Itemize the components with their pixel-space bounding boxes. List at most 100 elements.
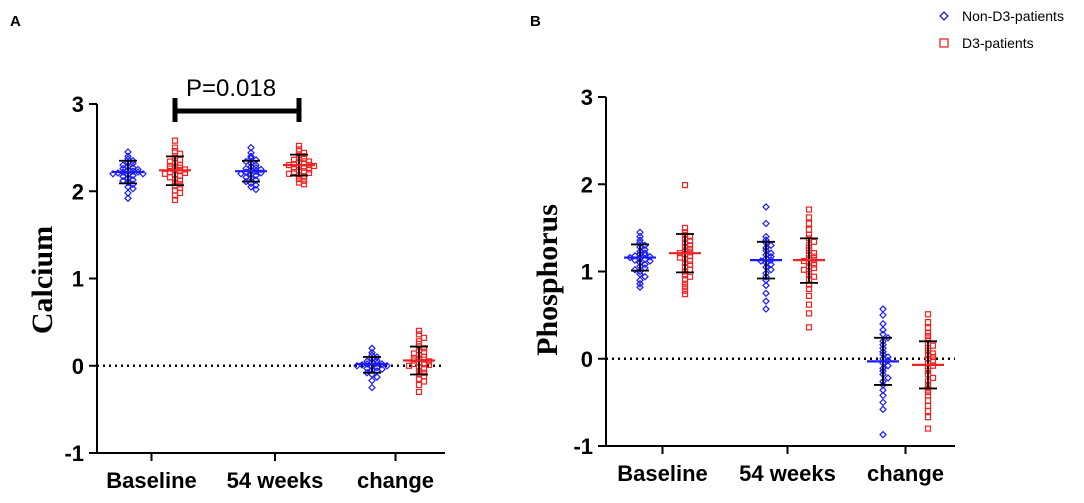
data-point-non-d3 [631,251,639,260]
y-tick-label: 0 [72,354,84,379]
data-point-d3 [929,350,937,357]
panel-a-letter: A [10,13,21,30]
data-point-d3 [800,266,808,273]
data-point-d3 [805,310,813,317]
category-label: 54 weeks [227,468,324,493]
data-point-d3 [425,361,433,368]
data-point-non-d3 [762,305,770,313]
data-point-d3 [810,264,818,272]
y-tick-label: 1 [72,267,84,292]
data-point-d3 [171,192,179,199]
data-point-non-d3 [767,249,775,258]
data-point-d3 [295,179,303,186]
data-point-non-d3 [884,353,892,361]
phosphorus-axis-label: Phosphorus [531,204,564,356]
data-point-d3 [929,374,937,382]
data-point-d3 [805,220,813,227]
data-point-d3 [681,182,689,189]
data-point-d3 [686,257,694,265]
data-point-non-d3 [884,333,892,342]
data-point-non-d3 [762,203,770,211]
data-point-d3 [415,331,423,338]
data-point-non-d3 [247,183,255,191]
legend-label-d3: D3-patients [962,35,1034,51]
phosphorus-panel: -1 0 1 2 3 Baseline 54 weeks change [573,85,955,486]
data-point-non-d3 [242,177,250,186]
data-point-d3 [161,170,169,177]
data-point-d3 [415,327,423,334]
data-point-d3 [805,206,813,213]
y-tick-label: -1 [573,434,593,459]
data-point-d3 [295,148,303,155]
data-point-non-d3 [762,281,770,290]
data-point-non-d3 [879,398,887,407]
legend-label-non-d3: Non-D3-patients [962,8,1064,24]
y-tick-label: 2 [581,172,593,197]
legend-diamond-icon [939,11,949,21]
data-point-non-d3 [879,405,887,414]
data-point-d3 [924,425,932,432]
data-point-d3 [805,214,813,221]
data-point-d3 [290,168,298,176]
data-point-d3 [924,388,932,396]
significance-bracket: P=0.018 [172,75,302,122]
data-point-d3 [805,226,813,233]
data-point-non-d3 [129,184,137,193]
data-point-non-d3 [641,272,649,281]
data-point-non-d3 [368,383,376,392]
data-point-non-d3 [879,311,887,319]
data-point-non-d3 [879,305,887,313]
data-point-non-d3 [119,161,127,169]
category-label: change [867,461,944,486]
data-point-non-d3 [129,159,137,168]
data-point-d3 [924,402,932,409]
calcium-panel: -1 0 1 2 3 Baseline 54 weeks change [64,92,445,493]
data-point-d3 [420,334,428,341]
data-point-d3 [681,287,689,294]
data-point-non-d3 [252,171,260,180]
data-point-d3 [686,245,694,252]
data-point-non-d3 [124,194,132,203]
category-label: change [357,468,434,493]
data-point-non-d3 [879,391,887,400]
data-point-d3 [171,148,179,155]
data-point-d3 [285,170,293,177]
y-tick-label: 0 [581,347,593,372]
data-point-d3 [681,291,689,298]
category-label: Baseline [106,468,197,493]
data-point-non-d3 [884,374,892,382]
data-point-non-d3 [124,178,132,187]
category-label: Baseline [617,461,708,486]
category-label: 54 weeks [739,461,836,486]
data-point-d3 [805,285,813,293]
data-point-d3 [805,324,813,331]
data-point-d3 [810,238,818,245]
data-point-non-d3 [646,252,654,261]
data-point-non-d3 [368,344,376,353]
calcium-axis-label: Calcium [26,226,59,334]
data-point-non-d3 [363,364,371,373]
data-point-non-d3 [129,156,137,165]
data-point-d3 [295,175,303,183]
legend: Non-D3-patients D3-patients [939,8,1064,51]
data-point-non-d3 [636,283,644,292]
data-point-d3 [295,146,303,153]
data-point-d3 [924,392,932,399]
data-point-d3 [924,311,932,318]
data-point-d3 [420,378,428,385]
data-point-non-d3 [124,148,132,156]
data-point-d3 [686,273,694,280]
data-point-d3 [924,332,932,340]
p-value-label: P=0.018 [186,75,276,102]
data-point-non-d3 [636,236,644,244]
data-point-d3 [924,325,932,332]
data-point-d3 [681,224,689,231]
data-point-non-d3 [129,171,137,180]
data-point-d3 [924,414,932,421]
panel-b-letter: B [530,13,541,30]
data-point-d3 [681,277,689,284]
data-point-d3 [171,144,179,151]
data-point-non-d3 [252,181,260,189]
data-point-d3 [171,137,179,144]
